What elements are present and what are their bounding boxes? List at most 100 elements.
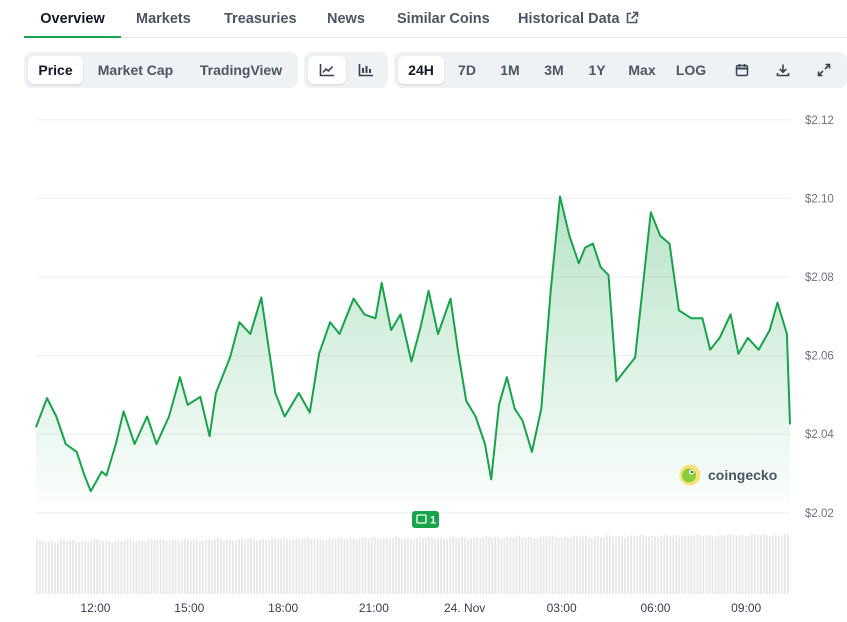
volume-bar — [210, 540, 213, 594]
tab-news[interactable]: News — [327, 11, 365, 27]
volume-bar — [283, 538, 286, 594]
volume-bar — [96, 539, 99, 594]
volume-bar — [54, 542, 56, 594]
range-24h-button[interactable]: 24H — [398, 56, 444, 84]
volume-bar — [241, 538, 243, 594]
volume-bar — [621, 536, 623, 594]
volume-bar — [385, 538, 388, 594]
volume-bar — [699, 535, 702, 594]
x-tick-label: 15:00 — [174, 601, 204, 615]
volume-bar — [750, 534, 753, 594]
tab-similar-coins[interactable]: Similar Coins — [397, 11, 490, 27]
volume-bar — [560, 536, 563, 594]
volume-bar — [756, 535, 759, 594]
tab-treasuries[interactable]: Treasuries — [224, 11, 297, 27]
volume-bar — [702, 536, 705, 594]
coingecko-watermark: coingecko — [679, 464, 777, 486]
volume-bar — [762, 533, 765, 594]
volume-bar — [195, 539, 198, 594]
volume-bar — [114, 540, 117, 594]
view-market-cap-button[interactable]: Market Cap — [97, 62, 174, 78]
volume-bar — [485, 535, 488, 594]
volume-bar — [120, 540, 123, 594]
news-icon — [416, 514, 427, 524]
price-chart[interactable]: $2.12 $2.10 $2.08 $2.06 $2.04 $2.02 12:00 15:0… — [0, 100, 847, 622]
volume-bar — [687, 535, 690, 594]
volume-bar — [244, 539, 246, 594]
volume-bar — [738, 535, 741, 594]
y-tick-label: $2.12 — [805, 115, 834, 127]
external-link-icon — [626, 11, 638, 24]
volume-bar — [557, 538, 560, 594]
volume-bar — [126, 539, 129, 594]
volume-bar — [355, 539, 358, 594]
volume-bar — [189, 540, 192, 594]
volume-bar — [307, 537, 310, 594]
y-tick-label: $2.08 — [805, 272, 834, 284]
volume-bar — [536, 537, 539, 594]
volume-bar — [268, 540, 270, 594]
download-button[interactable] — [765, 56, 801, 84]
volume-bar — [759, 534, 762, 594]
volume-bar — [259, 539, 261, 594]
volume-bar — [334, 539, 337, 594]
line-chart-button[interactable] — [308, 56, 346, 84]
volume-bar — [298, 539, 301, 594]
candlestick-button[interactable] — [348, 56, 384, 84]
x-tick-label: 09:00 — [731, 601, 761, 615]
volume-bar — [446, 539, 448, 594]
view-price-button[interactable]: Price — [28, 56, 83, 84]
event-marker-count: 1 — [430, 515, 436, 527]
volume-bar — [102, 540, 105, 594]
volume-bar — [530, 536, 533, 594]
volume-bar — [503, 538, 506, 594]
volume-bar — [108, 541, 111, 594]
volume-bar — [413, 539, 415, 594]
volume-bar — [482, 536, 485, 594]
volume-bar — [693, 535, 696, 594]
tab-historical-data[interactable]: Historical Data — [518, 0, 639, 38]
range-1m-button[interactable]: 1M — [500, 62, 520, 78]
volume-bar — [201, 541, 204, 594]
volume-bar — [81, 541, 83, 594]
volume-bar — [370, 537, 373, 594]
volume-bar — [168, 541, 171, 594]
tab-overview[interactable]: Overview — [24, 0, 121, 38]
range-1y-button[interactable]: 1Y — [588, 62, 606, 78]
range-3m-button[interactable]: 3M — [544, 62, 564, 78]
range-max-button[interactable]: Max — [628, 62, 656, 78]
volume-bar — [765, 534, 768, 594]
volume-bar — [238, 538, 240, 594]
volume-bar — [141, 540, 144, 594]
volume-bar — [352, 538, 355, 594]
volume-bar — [434, 538, 436, 594]
volume-bar — [524, 537, 527, 594]
chart-type-toggle — [304, 52, 388, 88]
volume-bar — [672, 534, 675, 594]
y-axis: $2.12 $2.10 $2.08 $2.06 $2.04 $2.02 — [805, 115, 834, 520]
volume-bar — [331, 538, 334, 594]
fullscreen-button[interactable] — [806, 56, 842, 84]
volume-bar — [150, 539, 153, 594]
volume-bar — [69, 540, 71, 594]
tab-markets[interactable]: Markets — [136, 11, 191, 27]
volume-bar — [521, 537, 524, 594]
event-marker[interactable]: 1 — [412, 511, 439, 528]
volume-bar — [470, 538, 473, 594]
volume-bar — [720, 534, 723, 594]
volume-bar — [660, 535, 663, 594]
volume-bar — [669, 536, 672, 594]
range-7d-button[interactable]: 7D — [458, 62, 476, 78]
view-tradingview-button[interactable]: TradingView — [199, 62, 283, 78]
volume-bar — [618, 535, 620, 594]
volume-bar — [322, 540, 325, 594]
volume-bar — [675, 535, 678, 594]
volume-bar — [515, 536, 518, 594]
volume-bar — [422, 538, 424, 594]
calendar-button[interactable] — [724, 56, 760, 84]
volume-bar — [223, 540, 225, 594]
log-scale-button[interactable]: LOG — [675, 62, 707, 78]
volume-bar — [162, 539, 165, 594]
volume-bar — [419, 537, 421, 594]
volume-bar — [153, 540, 156, 594]
